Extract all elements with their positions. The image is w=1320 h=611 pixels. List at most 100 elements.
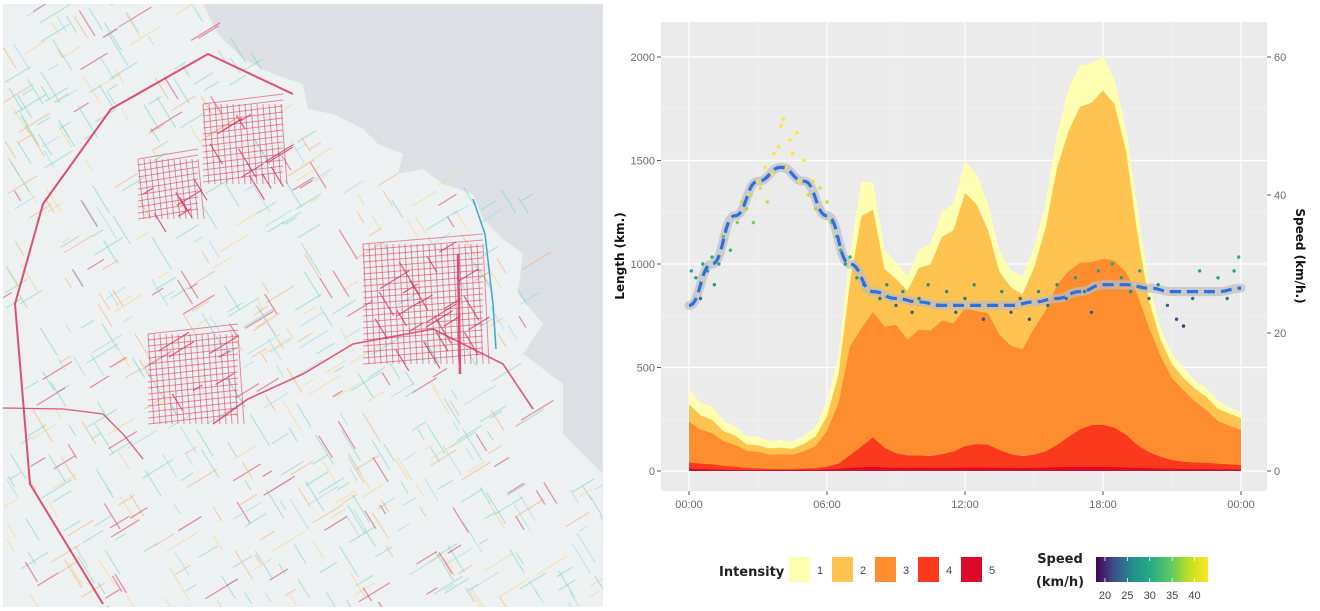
street-segment	[236, 210, 262, 226]
speed-point	[972, 283, 976, 287]
speed-point	[901, 289, 905, 294]
street-segment	[47, 202, 64, 213]
street-segment	[271, 432, 289, 445]
street-segment	[173, 158, 181, 220]
speed-point	[728, 248, 733, 252]
street-segment	[241, 462, 254, 480]
street-segment	[372, 512, 390, 540]
street-segment	[73, 102, 89, 113]
traffic-map[interactable]	[3, 4, 603, 607]
street-segment	[92, 185, 110, 213]
street-segment	[104, 549, 121, 575]
street-segment	[318, 477, 345, 494]
street-segment	[86, 343, 119, 364]
street-segment	[114, 69, 125, 84]
street-segment	[362, 287, 484, 299]
street-segment	[147, 333, 155, 425]
legend-label-5: 5	[989, 565, 995, 577]
speed-point	[1138, 269, 1142, 273]
street-segment	[227, 302, 243, 313]
street-segment	[356, 211, 365, 224]
street-segment	[147, 341, 239, 353]
street-segment	[183, 333, 191, 425]
street-segment	[37, 116, 51, 126]
speed-point	[1046, 303, 1050, 308]
street-segment	[129, 507, 148, 519]
street-segment	[108, 430, 138, 450]
street-segment	[391, 199, 404, 218]
street-segment	[147, 359, 239, 371]
street-segment	[50, 382, 67, 407]
speed-point	[878, 296, 882, 301]
street-segment	[247, 334, 281, 355]
street-segment	[318, 435, 333, 459]
street-segment	[487, 445, 502, 455]
street-segment	[91, 229, 104, 238]
street-segment	[189, 333, 197, 425]
street-segment	[80, 52, 108, 71]
y-axis-right-label: Speed (km/h.)	[1293, 208, 1307, 303]
street-segment	[36, 387, 66, 406]
street-segment	[202, 153, 284, 165]
street-segment	[519, 572, 547, 590]
street-segment	[106, 286, 127, 300]
street-segment	[556, 566, 573, 578]
street-segment	[52, 39, 73, 72]
street-segment	[114, 172, 138, 188]
street-segment	[243, 360, 255, 368]
street-segment	[496, 258, 507, 274]
street-segment	[173, 78, 190, 104]
speed-point	[763, 165, 767, 170]
street-segment	[290, 460, 314, 476]
street-segment	[514, 498, 545, 518]
street-segment	[368, 227, 382, 237]
street-segment	[488, 317, 504, 327]
street-segment	[476, 243, 484, 365]
street-segment	[59, 121, 72, 130]
street-segment	[103, 22, 122, 51]
legend-speed-tick-label: 40	[1188, 590, 1200, 602]
speed-point	[926, 283, 930, 287]
street-segment	[443, 583, 455, 591]
street-segment	[457, 564, 473, 575]
street-segment	[289, 498, 310, 530]
street-segment	[279, 500, 287, 511]
street-segment	[205, 578, 238, 600]
street-segment	[594, 575, 603, 591]
street-segment	[429, 447, 441, 463]
speed-point	[694, 276, 698, 280]
street-segment	[143, 158, 151, 220]
street-segment	[131, 357, 146, 379]
street-segment	[192, 384, 203, 392]
street-segment	[410, 243, 418, 365]
street-segment	[347, 457, 365, 484]
street-segment	[65, 323, 72, 334]
speed-point	[1000, 289, 1004, 294]
street-segment	[185, 158, 193, 220]
street-segment	[164, 76, 179, 100]
street-segment	[218, 50, 226, 62]
street-segment	[147, 413, 239, 425]
street-segment	[334, 365, 345, 373]
street-segment	[296, 403, 312, 428]
street-segment	[6, 539, 15, 552]
street-segment	[521, 251, 552, 271]
street-segment	[507, 483, 528, 496]
street-segment	[18, 109, 29, 126]
street-segment	[578, 488, 593, 498]
street-segment	[571, 542, 592, 574]
street-segment	[108, 84, 118, 91]
street-segment	[81, 420, 97, 445]
street-segment	[147, 401, 239, 413]
street-segment	[295, 359, 324, 378]
street-segment	[209, 315, 220, 332]
street-segment	[300, 147, 332, 168]
street-segment	[96, 73, 121, 90]
y-right-tick-label: 40	[1274, 190, 1286, 202]
street-segment	[362, 335, 484, 347]
street-segment	[325, 359, 347, 374]
speed-point	[790, 151, 795, 156]
street-segment	[101, 322, 119, 350]
street-segment	[185, 584, 197, 592]
street-segment	[382, 190, 394, 207]
